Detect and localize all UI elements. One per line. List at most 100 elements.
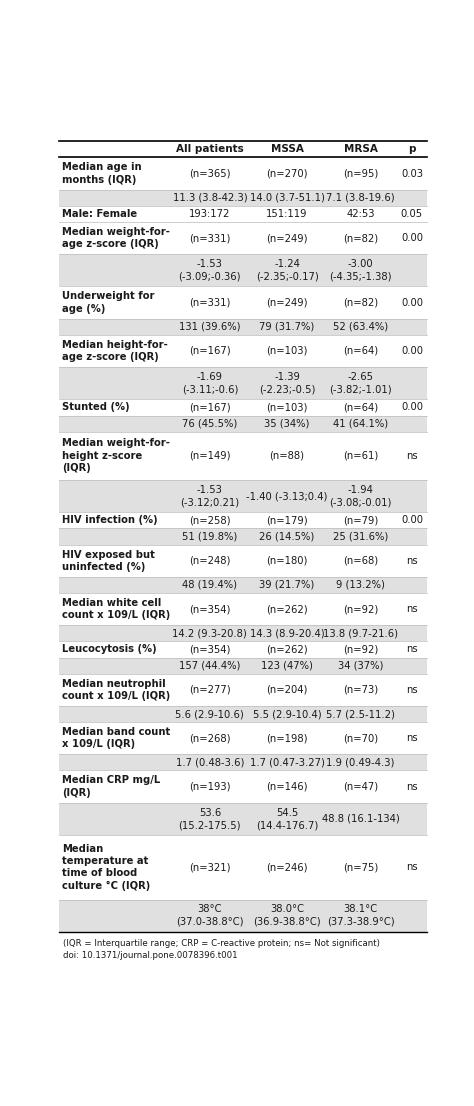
Text: 0.00: 0.00 bbox=[401, 403, 423, 413]
Text: Median height-for-
age z-score (IQR): Median height-for- age z-score (IQR) bbox=[62, 340, 168, 362]
Bar bbox=[59, 286, 427, 319]
Text: (n=167): (n=167) bbox=[189, 403, 231, 413]
Text: MRSA: MRSA bbox=[344, 144, 377, 155]
Bar bbox=[59, 399, 427, 416]
Text: (n=354): (n=354) bbox=[189, 604, 230, 614]
Text: 0.03: 0.03 bbox=[401, 168, 423, 178]
Text: -1.53
(-3.12;0.21): -1.53 (-3.12;0.21) bbox=[180, 486, 239, 508]
Text: (n=61): (n=61) bbox=[343, 451, 378, 461]
Text: 42:53: 42:53 bbox=[346, 209, 375, 219]
Text: 38.1°C
(37.3-38.9°C): 38.1°C (37.3-38.9°C) bbox=[327, 905, 394, 927]
Text: 35 (34%): 35 (34%) bbox=[264, 418, 310, 429]
Text: (n=95): (n=95) bbox=[343, 168, 378, 178]
Text: 1.7 (0.47-3.27): 1.7 (0.47-3.27) bbox=[250, 758, 324, 768]
Bar bbox=[59, 641, 427, 658]
Text: -1.94
(-3.08;-0.01): -1.94 (-3.08;-0.01) bbox=[329, 486, 392, 508]
Bar bbox=[59, 593, 427, 625]
Bar bbox=[59, 512, 427, 529]
Bar bbox=[59, 254, 427, 286]
Text: -1.53
(-3.09;-0.36): -1.53 (-3.09;-0.36) bbox=[179, 259, 241, 282]
Text: 25 (31.6%): 25 (31.6%) bbox=[333, 532, 388, 542]
Bar bbox=[59, 157, 427, 189]
Text: Male: Female: Male: Female bbox=[62, 209, 137, 219]
Text: (n=103): (n=103) bbox=[266, 346, 308, 356]
Text: (n=82): (n=82) bbox=[343, 298, 378, 307]
Text: (n=262): (n=262) bbox=[266, 604, 308, 614]
Text: -1.39
(-2.23;-0.5): -1.39 (-2.23;-0.5) bbox=[259, 372, 315, 395]
Text: -1.69
(-3.11;-0.6): -1.69 (-3.11;-0.6) bbox=[182, 372, 238, 395]
Text: (n=268): (n=268) bbox=[189, 733, 231, 743]
Text: 34 (37%): 34 (37%) bbox=[338, 660, 383, 670]
Bar bbox=[59, 706, 427, 722]
Text: ns: ns bbox=[406, 645, 418, 655]
Bar bbox=[59, 206, 427, 222]
Bar bbox=[59, 899, 427, 932]
Bar bbox=[59, 722, 427, 754]
Text: ns: ns bbox=[406, 733, 418, 743]
Text: (n=262): (n=262) bbox=[266, 645, 308, 655]
Text: (n=258): (n=258) bbox=[189, 515, 231, 525]
Text: Median age in
months (IQR): Median age in months (IQR) bbox=[62, 163, 141, 185]
Text: (n=354): (n=354) bbox=[189, 645, 230, 655]
Text: 123 (47%): 123 (47%) bbox=[261, 660, 313, 670]
Bar bbox=[59, 189, 427, 206]
Text: ns: ns bbox=[406, 555, 418, 566]
Text: 0.00: 0.00 bbox=[401, 298, 423, 307]
Text: Median band count
x 109/L (IQR): Median band count x 109/L (IQR) bbox=[62, 727, 170, 750]
Text: 38.0°C
(36.9-38.8°C): 38.0°C (36.9-38.8°C) bbox=[253, 905, 321, 927]
Text: 39 (21.7%): 39 (21.7%) bbox=[259, 580, 315, 589]
Text: (n=277): (n=277) bbox=[189, 685, 231, 695]
Text: 0.00: 0.00 bbox=[401, 346, 423, 356]
Bar bbox=[59, 674, 427, 706]
Text: Median neutrophil
count x 109/L (IQR): Median neutrophil count x 109/L (IQR) bbox=[62, 679, 170, 701]
Text: (n=92): (n=92) bbox=[343, 645, 378, 655]
Text: (IQR = Interquartile range; CRP = C-reactive protein; ns= Not significant)
doi: : (IQR = Interquartile range; CRP = C-reac… bbox=[63, 939, 380, 960]
Text: Median weight-for-
age z-score (IQR): Median weight-for- age z-score (IQR) bbox=[62, 227, 170, 249]
Text: 52 (63.4%): 52 (63.4%) bbox=[333, 322, 388, 332]
Text: ns: ns bbox=[406, 782, 418, 792]
Text: ns: ns bbox=[406, 863, 418, 873]
Text: 76 (45.5%): 76 (45.5%) bbox=[182, 418, 237, 429]
Text: All patients: All patients bbox=[176, 144, 244, 155]
Text: (n=321): (n=321) bbox=[189, 863, 231, 873]
Text: Median CRP mg/L
(IQR): Median CRP mg/L (IQR) bbox=[62, 775, 160, 797]
Text: 1.9 (0.49-4.3): 1.9 (0.49-4.3) bbox=[326, 758, 395, 768]
Text: (n=70): (n=70) bbox=[343, 733, 378, 743]
Text: 79 (31.7%): 79 (31.7%) bbox=[259, 322, 315, 332]
Text: (n=331): (n=331) bbox=[189, 233, 230, 243]
Text: 48 (19.4%): 48 (19.4%) bbox=[182, 580, 237, 589]
Bar bbox=[59, 754, 427, 771]
Bar bbox=[59, 319, 427, 335]
Text: ns: ns bbox=[406, 685, 418, 695]
Text: HIV exposed but
uninfected (%): HIV exposed but uninfected (%) bbox=[62, 550, 155, 572]
Text: 38°C
(37.0-38.8°C): 38°C (37.0-38.8°C) bbox=[176, 905, 244, 927]
Text: (n=79): (n=79) bbox=[343, 515, 378, 525]
Text: (n=68): (n=68) bbox=[343, 555, 378, 566]
Text: 9 (13.2%): 9 (13.2%) bbox=[336, 580, 385, 589]
Text: (n=331): (n=331) bbox=[189, 298, 230, 307]
Text: Median
temperature at
time of blood
culture °C (IQR): Median temperature at time of blood cult… bbox=[62, 844, 150, 891]
Bar bbox=[59, 932, 427, 968]
Text: 41 (64.1%): 41 (64.1%) bbox=[333, 418, 388, 429]
Text: p: p bbox=[408, 144, 416, 155]
Text: (n=149): (n=149) bbox=[189, 451, 231, 461]
Text: 26 (14.5%): 26 (14.5%) bbox=[259, 532, 315, 542]
Text: (n=180): (n=180) bbox=[266, 555, 308, 566]
Bar bbox=[59, 835, 427, 899]
Text: -2.65
(-3.82;-1.01): -2.65 (-3.82;-1.01) bbox=[329, 372, 392, 395]
Bar bbox=[59, 367, 427, 399]
Text: -3.00
(-4.35;-1.38): -3.00 (-4.35;-1.38) bbox=[329, 259, 392, 282]
Bar bbox=[59, 771, 427, 803]
Text: 157 (44.4%): 157 (44.4%) bbox=[179, 660, 240, 670]
Text: Leucocytosis (%): Leucocytosis (%) bbox=[62, 645, 156, 655]
Text: 14.0 (3.7-51.1): 14.0 (3.7-51.1) bbox=[250, 192, 324, 202]
Text: (n=64): (n=64) bbox=[343, 346, 378, 356]
Text: (n=198): (n=198) bbox=[266, 733, 308, 743]
Bar bbox=[59, 658, 427, 674]
Text: 5.6 (2.9-10.6): 5.6 (2.9-10.6) bbox=[175, 709, 244, 719]
Text: (n=249): (n=249) bbox=[266, 233, 308, 243]
Text: (n=47): (n=47) bbox=[343, 782, 378, 792]
Text: (n=75): (n=75) bbox=[343, 863, 378, 873]
Bar bbox=[59, 335, 427, 367]
Text: Underweight for
age (%): Underweight for age (%) bbox=[62, 291, 155, 314]
